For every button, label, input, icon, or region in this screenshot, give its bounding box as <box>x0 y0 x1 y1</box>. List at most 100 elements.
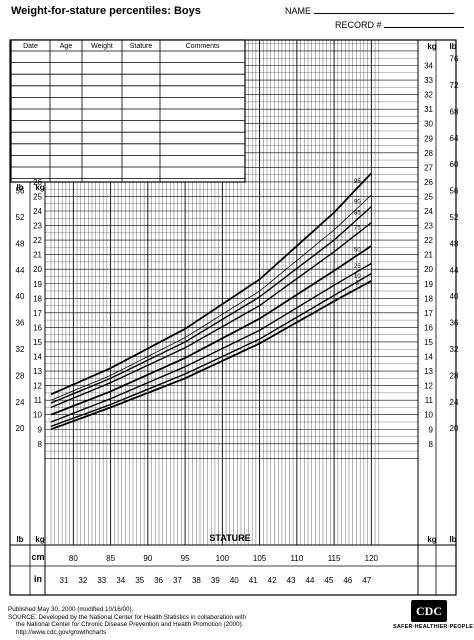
percentile-curve-25 <box>50 262 372 423</box>
x-tick-in: 41 <box>249 576 258 585</box>
y-tick-kg-left: 16 <box>33 323 42 332</box>
percentile-label-90: 90 <box>354 199 361 205</box>
y-tick-lb-left: 32 <box>16 345 25 354</box>
lb-unit-right-top: lb <box>449 42 456 51</box>
lb-unit-left-bottom: lb <box>16 535 23 544</box>
y-tick-kg-right: 17 <box>424 309 433 318</box>
footer-source: SOURCE: Developed by the National Center… <box>8 613 246 621</box>
y-tick-kg-right: 23 <box>424 222 433 231</box>
y-tick-lb-right: 28 <box>450 371 459 380</box>
x-tick-in: 39 <box>211 576 220 585</box>
source-footer: Published May 30, 2000 (modified 10/16/0… <box>8 606 246 636</box>
percentile-curves: 95 90 85 75 50 25 105 <box>50 172 373 431</box>
y-tick-kg-right: 22 <box>424 236 433 245</box>
kg-unit-right-top: kg <box>427 42 436 51</box>
percentile-curve-10 <box>50 272 372 427</box>
y-tick-lb-left: 40 <box>16 292 25 301</box>
y-tick-kg-left: 15 <box>33 338 42 347</box>
y-tick-lb-right: 56 <box>450 187 459 196</box>
footer-url[interactable]: http://www.cdc.gov/growthcharts <box>16 628 107 636</box>
y-tick-kg-right: 25 <box>424 192 433 201</box>
y-tick-kg-right: 20 <box>424 265 433 274</box>
name-field[interactable]: NAME <box>285 4 454 16</box>
y-tick-lb-right: 40 <box>450 292 459 301</box>
y-tick-lb-right: 52 <box>450 213 459 222</box>
y-tick-kg: 34 <box>424 62 433 71</box>
y-tick-kg-left: 18 <box>33 294 42 303</box>
x-tick-cm: 115 <box>328 554 341 563</box>
cm-unit-label: cm <box>31 552 44 562</box>
y-tick-kg-left: 10 <box>33 411 42 420</box>
x-tick-in: 34 <box>116 576 125 585</box>
x-tick-cm: 90 <box>143 554 152 563</box>
percentile-curve-75 <box>50 222 372 409</box>
y-tick-lb-left: 56 <box>16 187 25 196</box>
y-tick-kg-right: 13 <box>424 367 433 376</box>
x-tick-in: 36 <box>154 576 163 585</box>
record-field[interactable]: RECORD # <box>335 18 465 30</box>
y-tick-kg-right: 9 <box>429 425 434 434</box>
x-tick-cm: 100 <box>216 554 230 563</box>
chart-title: Weight-for-stature percentiles: Boys <box>11 5 201 17</box>
y-tick-lb-right: 60 <box>450 160 459 169</box>
percentile-curve-5 <box>50 280 372 431</box>
percentile-label-95: 95 <box>354 179 361 185</box>
record-table-header: Comments <box>186 43 220 50</box>
kg-unit-left-bottom: kg <box>35 535 44 544</box>
x-axis-label: STATURE <box>209 533 250 543</box>
y-tick-lb-right: 44 <box>450 266 459 275</box>
percentile-label-50: 50 <box>354 247 361 253</box>
record-line <box>384 18 465 28</box>
y-tick-kg-right: 19 <box>424 280 433 289</box>
y-tick-lb-right: 32 <box>450 345 459 354</box>
y-tick-kg-left: 17 <box>33 309 42 318</box>
x-tick-in: 38 <box>192 576 201 585</box>
y-tick-kg-right: 11 <box>425 396 434 405</box>
y-tick-kg: 32 <box>424 91 433 100</box>
y-tick-kg-right: 26 <box>424 178 433 187</box>
lb-unit-left: lb <box>16 183 23 192</box>
footer-published: Published May 30, 2000 (modified 10/16/0… <box>8 606 134 613</box>
y-tick-kg: 29 <box>424 134 433 143</box>
y-tick-kg-left: 22 <box>33 236 42 245</box>
kg-unit-left: kg <box>35 183 44 192</box>
x-tick-cm: 80 <box>69 554 78 563</box>
x-tick-cm: 85 <box>106 554 115 563</box>
percentile-curve-95 <box>50 172 373 396</box>
y-tick-kg-right: 14 <box>424 353 433 362</box>
growth-chart: Date Age Weight Stature Comments kg lb lb kg lb k… <box>9 39 459 596</box>
y-tick-kg-left: 19 <box>33 280 42 289</box>
x-tick-cm: 105 <box>253 554 267 563</box>
y-tick-kg-left: 23 <box>33 222 42 231</box>
percentile-curve-85 <box>50 206 372 404</box>
percentile-label-5: 5 <box>356 281 360 287</box>
x-tick-in: 45 <box>324 576 333 585</box>
x-tick-in: 44 <box>306 576 315 585</box>
x-tick-in: 47 <box>362 576 371 585</box>
name-line <box>313 4 454 14</box>
record-table: Date Age Weight Stature Comments <box>10 39 246 183</box>
x-tick-in: 31 <box>60 576 69 585</box>
y-tick-kg-left: 11 <box>34 396 43 405</box>
y-tick-kg-right: 15 <box>424 338 433 347</box>
x-tick-cm: 110 <box>290 554 303 563</box>
y-tick-kg-left: 14 <box>33 353 42 362</box>
y-tick-kg-right: 12 <box>424 382 433 391</box>
y-tick-lb-left: 48 <box>16 239 25 248</box>
y-tick-kg-left: 20 <box>33 265 42 274</box>
percentile-label-10: 10 <box>354 274 361 280</box>
y-tick-kg-left: 26 <box>33 178 42 187</box>
y-tick-kg-right: 10 <box>424 411 433 420</box>
y-tick-lb-right: 36 <box>450 319 459 328</box>
y-tick-kg-right: 18 <box>424 294 433 303</box>
x-tick-in: 46 <box>343 576 352 585</box>
y-tick-kg-left: 21 <box>33 251 42 260</box>
record-table-box <box>10 39 246 183</box>
y-tick-lb-right: 72 <box>450 81 459 90</box>
y-tick-kg-left: 9 <box>38 425 43 434</box>
percentile-label-25: 25 <box>354 264 361 270</box>
x-tick-in: 33 <box>97 576 106 585</box>
percentile-label-85: 85 <box>354 211 361 217</box>
y-tick-lb-right: 20 <box>450 424 459 433</box>
